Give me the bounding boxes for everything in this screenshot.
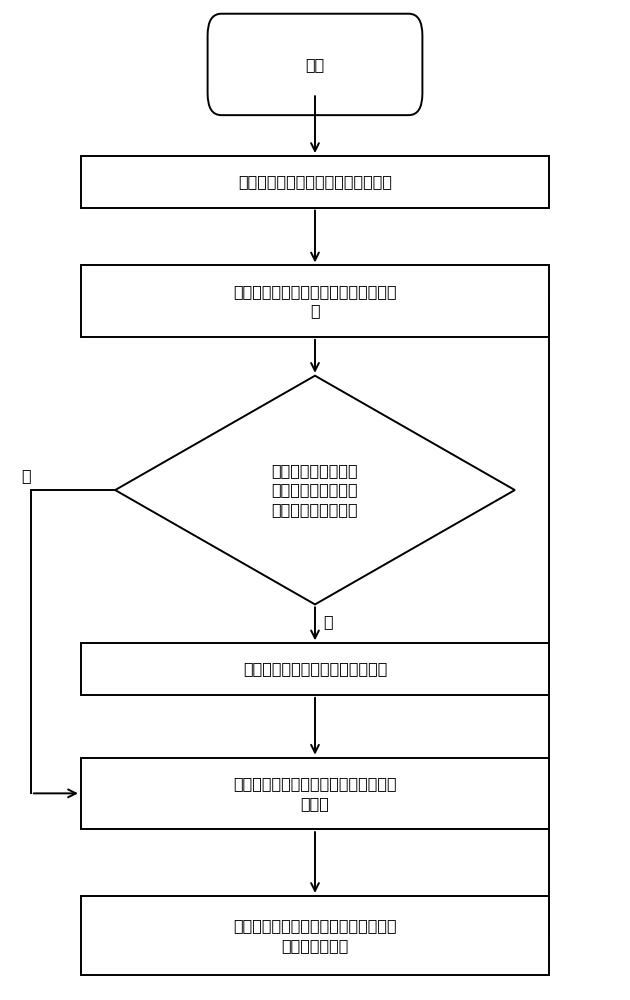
Text: 感知并传送前方人工驾驶车辆的行驶状
态: 感知并传送前方人工驾驶车辆的行驶状 态 [233,284,397,319]
Text: 否: 否 [21,468,32,483]
Text: 计算网联智能汽车的期望加速度和期望
角速度: 计算网联智能汽车的期望加速度和期望 角速度 [233,776,397,811]
Bar [81,758,549,829]
Bar [81,896,549,975]
FancyBboxPatch shape [208,14,422,115]
Text: 控制网联智能汽车以期望的加速度和期
望的角速度行驶: 控制网联智能汽车以期望的加速度和期 望的角速度行驶 [233,918,397,953]
Text: 网联智能汽车是否到
达行驶方向最近历史
轨迹点的容错范围内: 网联智能汽车是否到 达行驶方向最近历史 轨迹点的容错范围内 [272,463,358,517]
Bar [81,265,549,337]
Text: 初始化前方人工驾驶车辆历史轨迹点: 初始化前方人工驾驶车辆历史轨迹点 [238,174,392,189]
Bar [81,156,549,208]
Text: 是: 是 [323,614,333,629]
Text: 开始: 开始 [306,57,324,72]
Text: 更新前方人工驾驶车辆历史轨迹点: 更新前方人工驾驶车辆历史轨迹点 [243,662,387,677]
Polygon shape [115,376,515,604]
Bar [81,643,549,695]
